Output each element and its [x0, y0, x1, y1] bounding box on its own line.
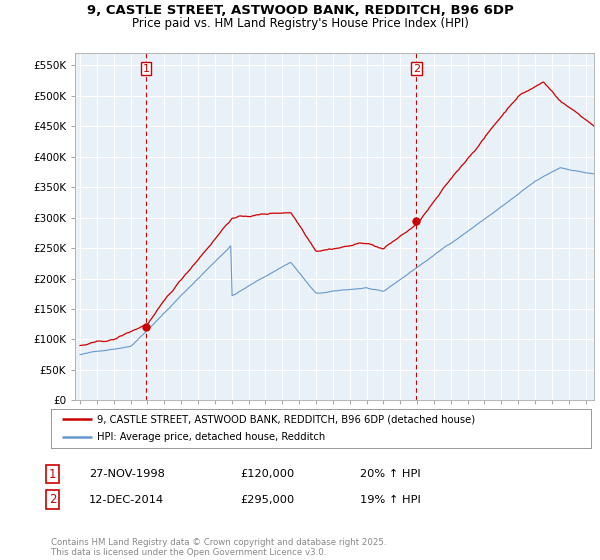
Text: Contains HM Land Registry data © Crown copyright and database right 2025.
This d: Contains HM Land Registry data © Crown c…: [51, 538, 386, 557]
Text: 1: 1: [49, 468, 56, 481]
Text: 9, CASTLE STREET, ASTWOOD BANK, REDDITCH, B96 6DP (detached house): 9, CASTLE STREET, ASTWOOD BANK, REDDITCH…: [97, 414, 475, 424]
Text: 19% ↑ HPI: 19% ↑ HPI: [360, 494, 421, 505]
Text: 27-NOV-1998: 27-NOV-1998: [89, 469, 164, 479]
Text: 20% ↑ HPI: 20% ↑ HPI: [360, 469, 421, 479]
Text: £295,000: £295,000: [240, 494, 294, 505]
Text: 9, CASTLE STREET, ASTWOOD BANK, REDDITCH, B96 6DP: 9, CASTLE STREET, ASTWOOD BANK, REDDITCH…: [86, 4, 514, 17]
Text: 2: 2: [413, 63, 420, 73]
Text: 12-DEC-2014: 12-DEC-2014: [89, 494, 164, 505]
Text: £120,000: £120,000: [240, 469, 294, 479]
Text: 2: 2: [49, 493, 56, 506]
Text: 1: 1: [143, 63, 149, 73]
Text: Price paid vs. HM Land Registry's House Price Index (HPI): Price paid vs. HM Land Registry's House …: [131, 17, 469, 30]
Text: HPI: Average price, detached house, Redditch: HPI: Average price, detached house, Redd…: [97, 432, 325, 442]
